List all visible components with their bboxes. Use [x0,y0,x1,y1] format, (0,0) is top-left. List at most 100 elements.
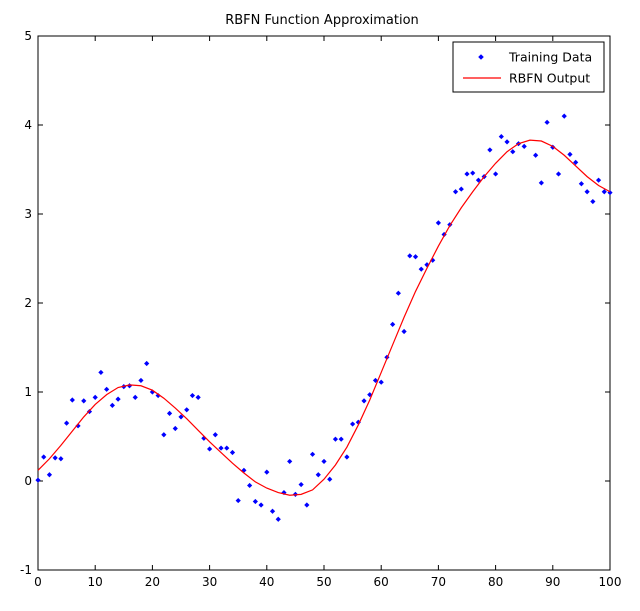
data-point [115,396,121,402]
data-point [218,445,224,451]
data-point [166,410,173,416]
data-point [361,398,367,404]
data-point [69,397,75,403]
data-point [350,421,356,427]
data-point [309,451,316,457]
data-point [464,171,470,177]
legend-label: RBFN Output [509,71,590,86]
data-point [584,189,590,195]
data-point [487,147,493,153]
data-point [81,398,87,404]
data-point [64,420,70,426]
x-tick-label: 60 [374,575,389,589]
data-point [321,458,327,465]
data-point [521,143,527,149]
data-point [224,445,230,451]
data-point [98,369,104,376]
data-point [407,253,413,259]
data-point [327,476,333,482]
data-point [35,477,41,483]
data-point [275,516,281,522]
data-point [189,392,196,399]
data-point [138,377,144,384]
data-point [538,180,544,186]
x-tick-label: 50 [316,575,331,589]
data-point [493,171,499,177]
data-point [46,472,53,478]
x-tick-label: 70 [431,575,446,589]
data-point [470,170,476,176]
legend-swatch-marker [478,54,484,60]
data-point [144,360,150,367]
data-point [207,446,213,452]
x-tick-label: 80 [488,575,503,589]
data-point [75,423,81,429]
data-point [235,497,241,504]
data-point [247,482,253,489]
data-point [212,432,218,438]
data-point [332,436,339,442]
data-point [573,159,579,165]
data-point [395,290,401,296]
data-point [578,181,584,187]
data-point [344,454,350,460]
data-point [315,472,321,478]
data-point [298,481,304,488]
data-point [544,119,550,125]
legend-label: Training Data [508,50,592,65]
data-point [533,152,539,158]
data-point [109,402,115,408]
data-point [504,139,510,145]
x-tick-label: 20 [145,575,160,589]
data-point [561,113,567,119]
legend-box [452,41,605,93]
data-point [418,266,424,272]
data-point [567,151,573,157]
data-point [201,435,207,441]
data-point [304,502,310,508]
data-point [601,189,607,195]
data-point [184,407,190,413]
data-point [252,498,258,505]
data-point [435,220,441,226]
data-point [41,454,47,460]
data-point [498,133,504,140]
data-point [52,455,58,461]
x-tick-label: 100 [599,575,622,589]
x-tick-label: 0 [34,575,42,589]
data-point [452,189,459,195]
data-point [58,456,64,462]
data-point [401,328,407,335]
x-tick-label: 10 [88,575,103,589]
data-point [458,186,464,192]
data-point [595,177,602,183]
y-tick-label: 4 [24,118,32,132]
data-point [287,458,293,465]
data-point [555,171,562,177]
data-point [338,436,344,442]
data-point [86,408,93,415]
data-point [229,449,236,456]
data-point [424,262,430,268]
data-point [195,394,201,400]
y-tick-label: 3 [24,207,32,221]
y-tick-label: 1 [24,385,32,399]
data-point [132,394,138,400]
data-point [258,502,264,508]
data-point [390,321,396,327]
x-tick-label: 90 [545,575,560,589]
x-tick-label: 40 [259,575,274,589]
data-point [510,149,516,155]
data-point [92,394,98,400]
chart-title: RBFN Function Approximation [225,13,419,28]
data-point [412,254,419,260]
data-point [378,379,384,385]
y-tick-label: -1 [20,563,32,577]
data-point [178,414,184,420]
y-tick-label: 2 [24,296,32,310]
legend: Training Data RBFN Output [452,41,605,93]
data-point [172,425,178,432]
